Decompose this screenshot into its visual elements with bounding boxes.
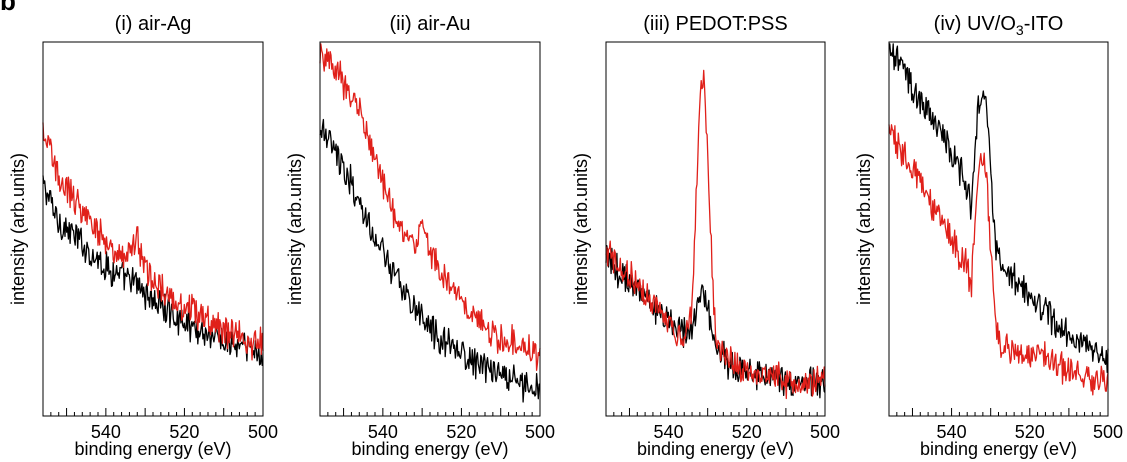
chart-title: (i) air-Ag (115, 13, 192, 35)
chart-panel-3: (iii) PEDOT:PSS 540 520 500 binding energy (… (571, 13, 840, 459)
chart-title: (ii) air-Au (389, 13, 470, 35)
x-axis-label: binding energy (eV) (351, 439, 508, 459)
series-line-black (319, 118, 541, 403)
chart-title-main: (i) air-Ag (115, 13, 192, 35)
chart-title-subscript: 3 (1016, 22, 1024, 38)
x-tick-label: 520 (446, 422, 476, 442)
y-axis-label: intensity (arb.units) (571, 153, 591, 305)
x-tick-label: 500 (1093, 422, 1123, 442)
chart-title-tail: -ITO (1024, 13, 1064, 35)
y-axis-label: intensity (arb.units) (8, 153, 28, 305)
panel-marker: b (0, 0, 16, 16)
y-axis-label: intensity (arb.units) (854, 153, 874, 305)
series-line-red (888, 124, 1109, 396)
chart-title-main: (iii) PEDOT:PSS (643, 13, 787, 35)
series-line-red (319, 43, 541, 371)
series-line-black (889, 43, 1109, 373)
chart-title: (iii) PEDOT:PSS (643, 13, 787, 35)
x-tick-label: 520 (1015, 422, 1045, 442)
chart-title-main: (iv) UV/O (934, 13, 1016, 35)
x-tick-label: 520 (732, 422, 762, 442)
chart-panel-1: (i) air-Ag 540 520 500 binding energy (eV) in… (8, 13, 278, 459)
series-line-red (605, 69, 826, 400)
x-tick-label: 540 (654, 422, 684, 442)
series-line-black (42, 175, 264, 366)
y-axis-label: intensity (arb.units) (285, 153, 305, 305)
chart-title-main: (ii) air-Au (389, 13, 470, 35)
x-tick-label: 540 (368, 422, 398, 442)
series-line-red (42, 122, 264, 361)
x-tick-label: 500 (248, 422, 278, 442)
chart-panel-2: (ii) air-Au 540 520 500 binding energy (eV) i… (285, 13, 555, 459)
x-tick-label: 540 (91, 422, 121, 442)
x-axis-label: binding energy (eV) (920, 439, 1077, 459)
x-tick-label: 500 (525, 422, 555, 442)
x-tick-label: 540 (937, 422, 967, 442)
x-tick-label: 500 (810, 422, 840, 442)
chart-title: (iv) UV/O3-ITO (934, 13, 1064, 38)
x-axis-label: binding energy (eV) (74, 439, 231, 459)
x-tick-label: 520 (169, 422, 199, 442)
chart-panels: (i) air-Ag 540 520 500 binding energy (eV) in… (8, 13, 1123, 459)
chart-panel-4: (iv) UV/O3-ITO 540 520 500 binding energy (e… (854, 13, 1123, 459)
plot-frame (605, 41, 826, 417)
x-axis-label: binding energy (eV) (637, 439, 794, 459)
